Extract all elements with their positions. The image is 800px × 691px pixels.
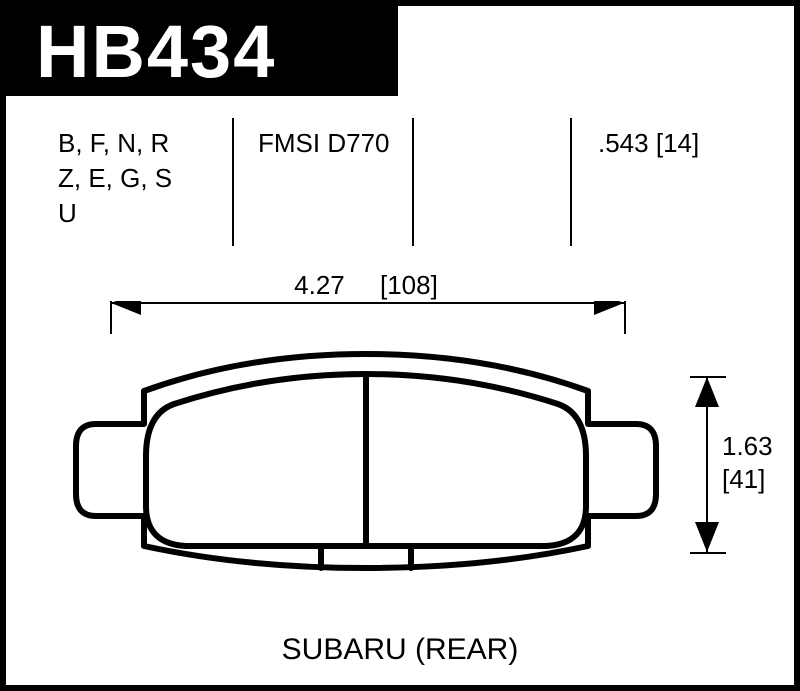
height-dimension-label: 1.63 [41] [722,430,773,495]
separator-line [570,118,572,246]
brake-pad-drawing [66,346,666,586]
width-dimension-label: 4.27 [108] [6,270,726,301]
thickness-spec: .543 [14] [598,126,699,161]
arrow-down-icon [695,522,719,552]
width-inches: 4.27 [280,270,359,300]
separator-line [412,118,414,246]
height-inches: 1.63 [722,430,773,463]
drawing-frame: HB434 B, F, N, R Z, E, G, S U FMSI D770 … [0,0,800,691]
application-label: SUBARU (REAR) [6,633,794,667]
thickness-inches: .543 [598,128,649,158]
width-mm: [108] [366,270,452,300]
thickness-mm: [14] [656,128,699,158]
height-mm: [41] [722,463,773,496]
header-banner: HB434 [6,6,398,96]
compound-codes: B, F, N, R Z, E, G, S U [58,126,228,231]
width-dimension-line [110,302,626,304]
dim-extension-line [690,552,726,554]
arrow-up-icon [695,377,719,407]
separator-line [232,118,234,246]
fmsi-code: FMSI D770 [258,126,390,161]
part-number: HB434 [36,9,276,94]
